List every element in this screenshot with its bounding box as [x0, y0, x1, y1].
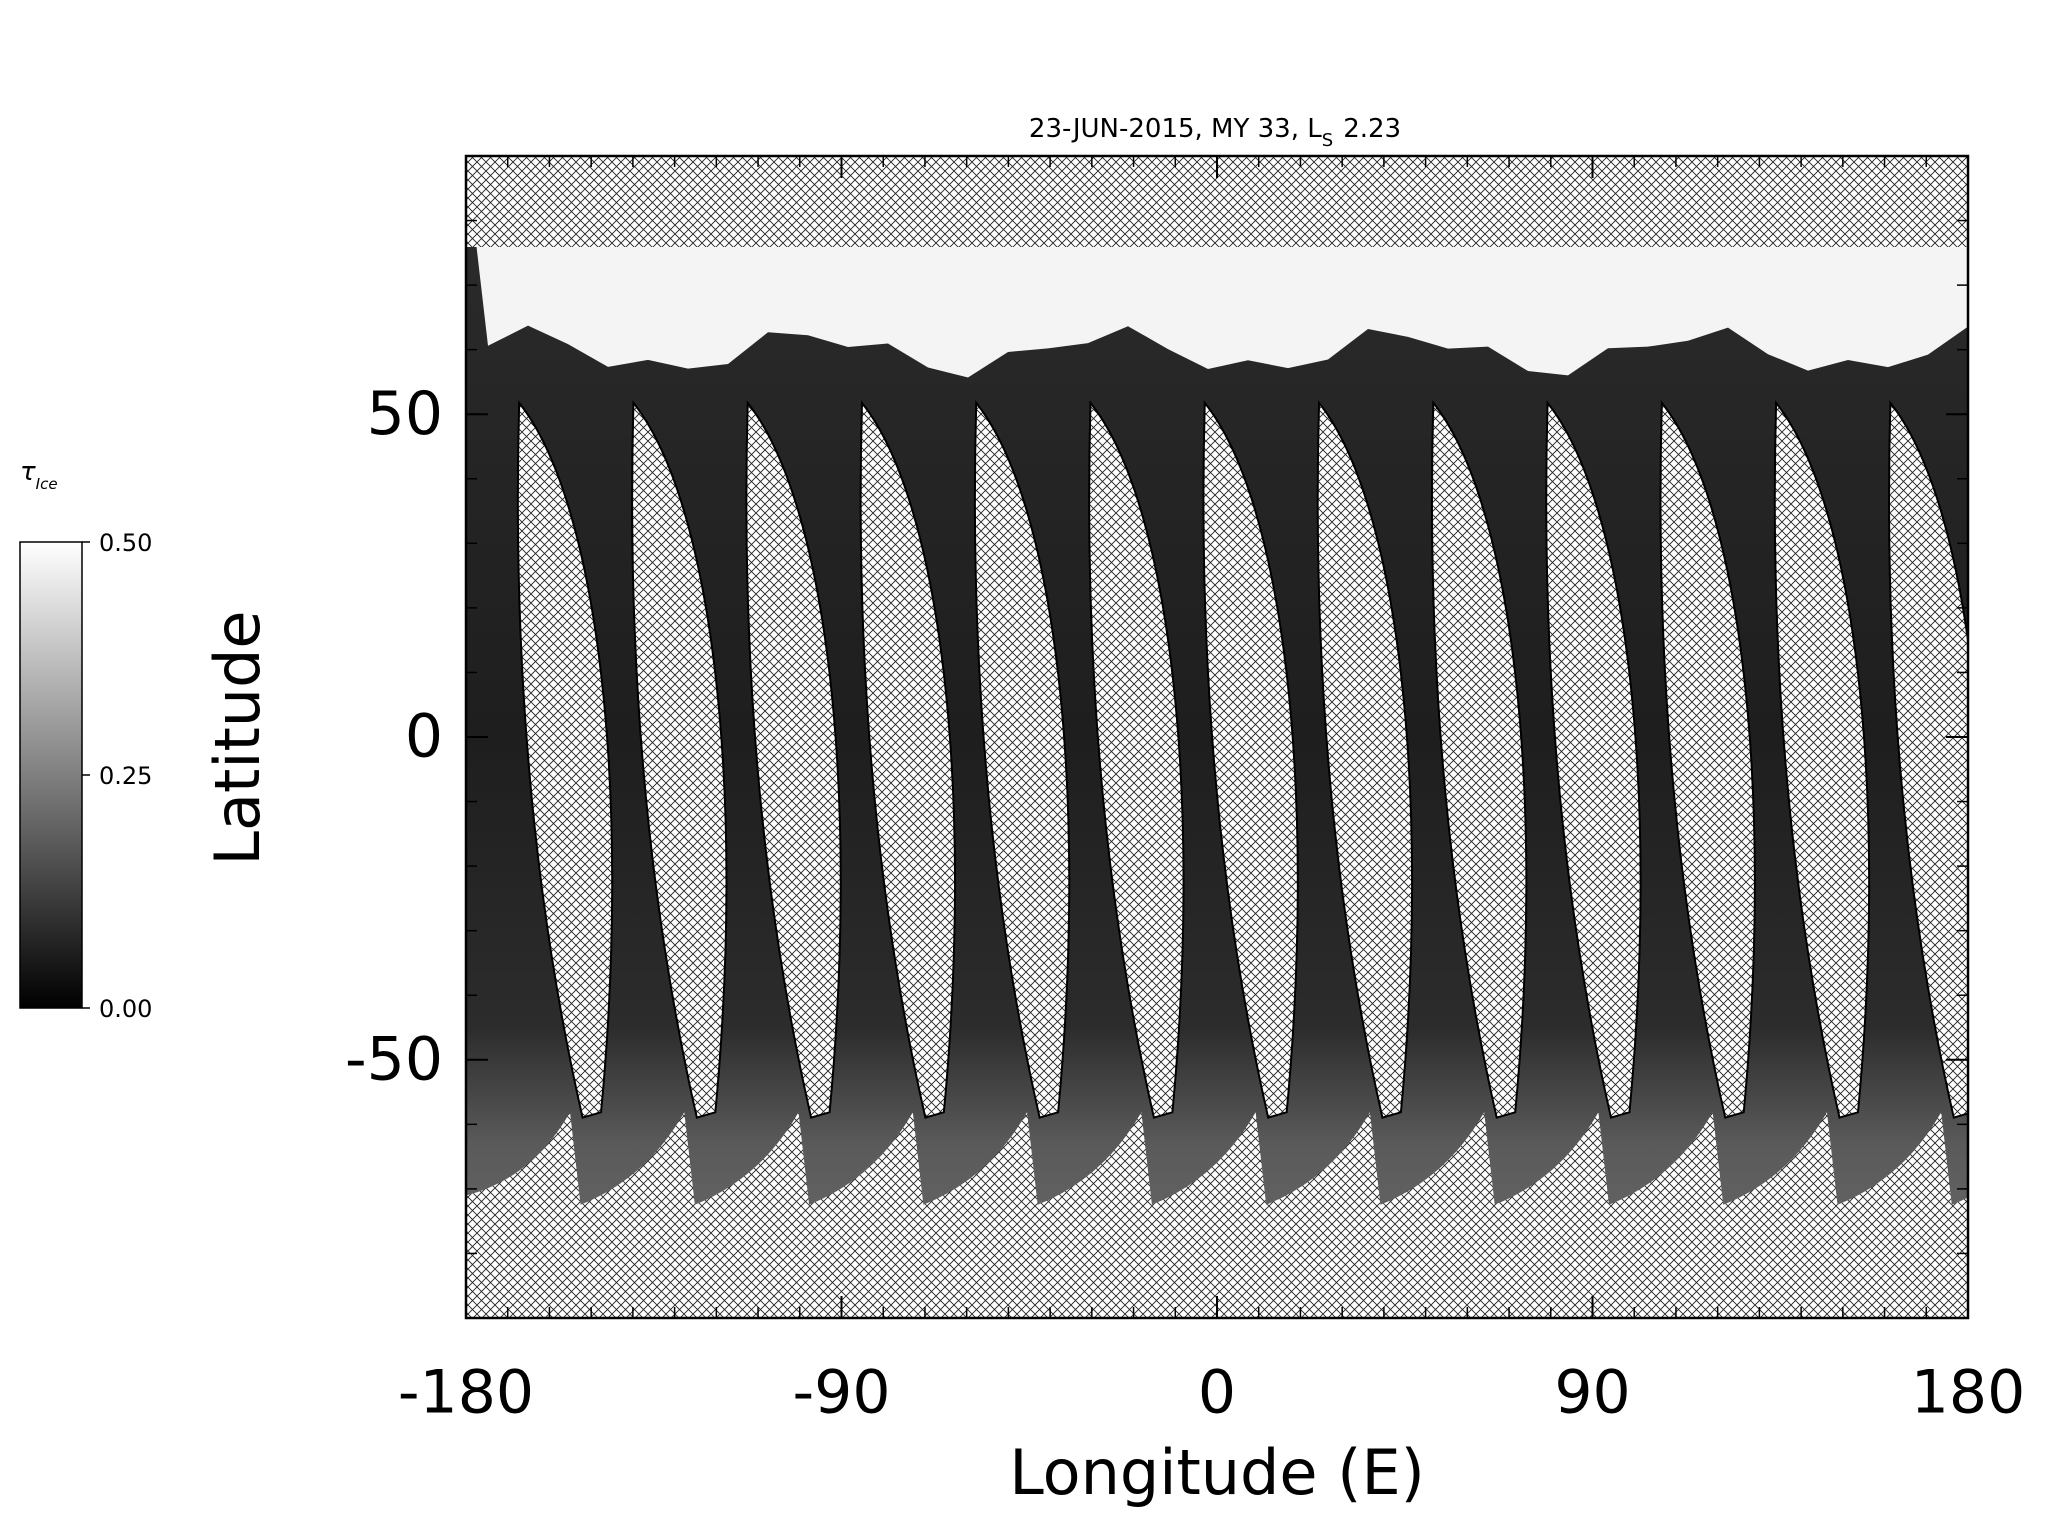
chart-title: 23-JUN-2015, MY 33, LS 2.23	[1029, 114, 1401, 152]
x-tick-label: 90	[1554, 1358, 1630, 1428]
title-subscript: S	[1322, 130, 1333, 151]
swath-gap	[973, 400, 1071, 1119]
swath-gap	[1659, 400, 1756, 1119]
y-tick-label: 0	[405, 702, 443, 772]
y-tick-label: -50	[345, 1024, 443, 1094]
swath-gap	[1430, 400, 1528, 1119]
colorbar	[19, 541, 83, 1009]
title-value: 2.23	[1343, 114, 1401, 144]
x-tick-label: -180	[398, 1358, 534, 1428]
swath-gap	[1545, 400, 1642, 1119]
map-image	[466, 156, 1968, 1318]
swath-gap	[1888, 400, 1968, 1119]
x-tick-label: 0	[1198, 1358, 1236, 1428]
colorbar-label: τIce	[20, 457, 58, 493]
south-hatch	[466, 1112, 1968, 1318]
x-tick-label: 180	[1911, 1358, 2026, 1428]
x-tick-label: -90	[793, 1358, 891, 1428]
colorbar-tick-label: 0.50	[99, 529, 152, 557]
y-axis-label: Latitude	[201, 610, 274, 865]
swath-gap	[1088, 400, 1185, 1119]
colorbar-tick-label: 0.00	[99, 995, 152, 1023]
colorbar-symbol: τ	[20, 457, 36, 487]
swath-gap	[1316, 400, 1414, 1119]
colorbar-tick-label: 0.25	[99, 762, 152, 790]
y-tick-label: 50	[367, 379, 443, 449]
swath-gap	[631, 400, 728, 1119]
swath-gap	[1773, 400, 1871, 1119]
colorbar-subscript: Ice	[36, 475, 58, 493]
swath-gap	[1202, 400, 1299, 1119]
x-axis-label: Longitude (E)	[1009, 1436, 1425, 1509]
title-text: 23-JUN-2015, MY 33, L	[1029, 114, 1322, 144]
swath-gap	[516, 400, 614, 1119]
swath-gap	[859, 400, 957, 1119]
swath-gap	[745, 400, 842, 1119]
